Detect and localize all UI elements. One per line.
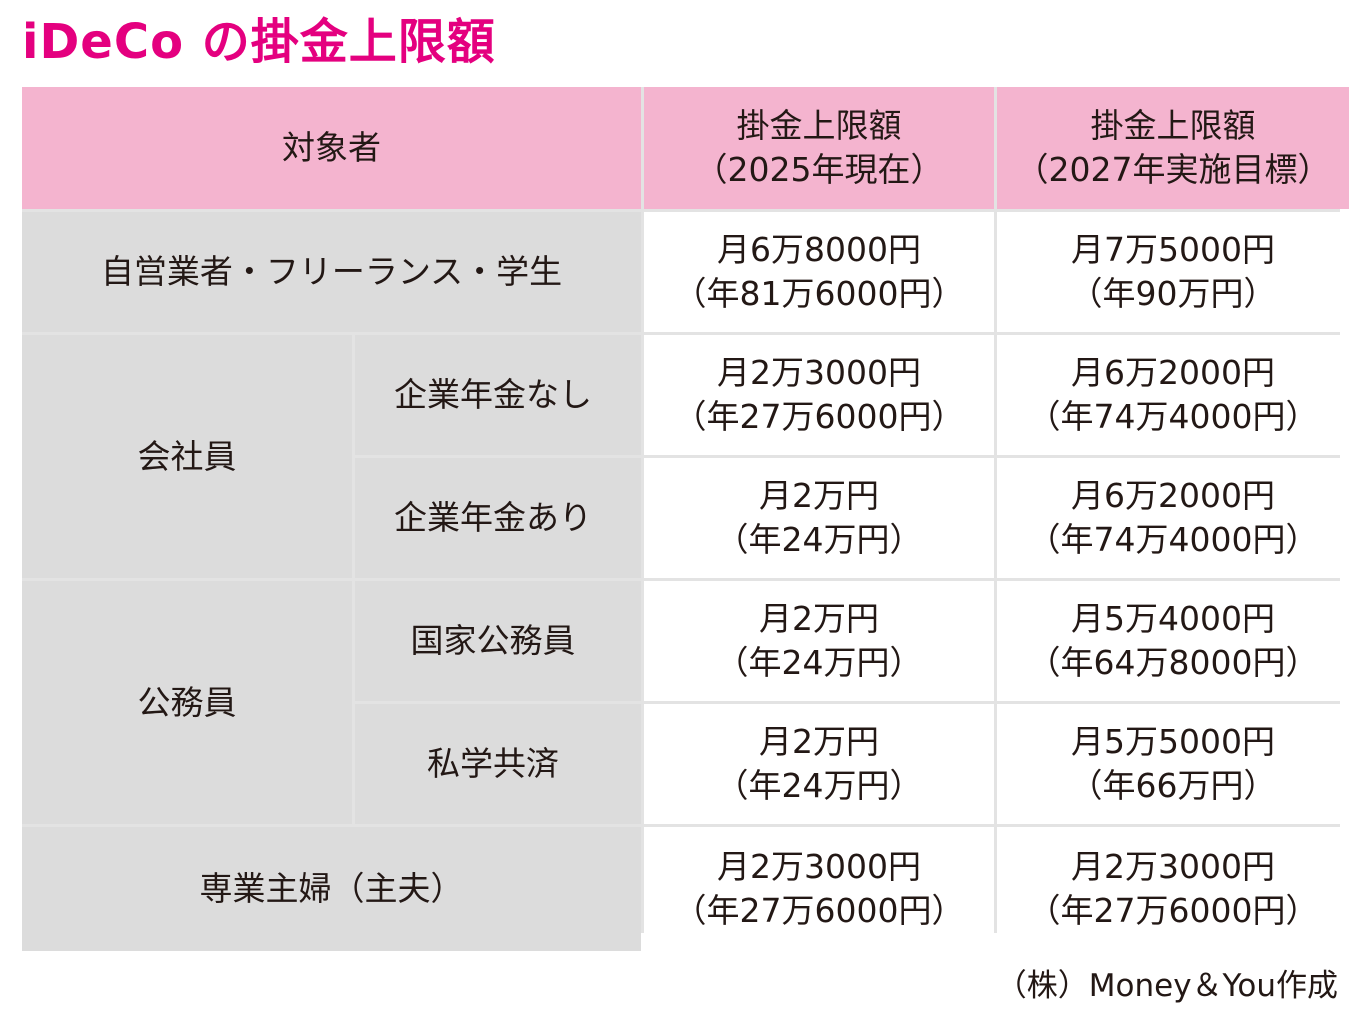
- annual-limit: （年24万円）: [715, 766, 923, 805]
- monthly-limit: 月2万3000円: [717, 847, 921, 886]
- table-cell-2025: 月2万3000円 （年27万6000円）: [644, 827, 994, 951]
- row-label-text: 国家公務員: [410, 621, 576, 660]
- row-label-text: 専業主婦（主夫）: [199, 869, 464, 908]
- monthly-limit: 月6万2000円: [1071, 353, 1275, 392]
- monthly-limit: 月7万5000円: [1071, 230, 1275, 269]
- row-label-text: 私学共済: [427, 744, 559, 783]
- annual-limit: （年24万円）: [715, 643, 923, 682]
- annual-limit: （年74万4000円）: [1027, 520, 1319, 559]
- table-cell-2025: 月6万8000円 （年81万6000円）: [644, 212, 994, 332]
- row-label-text: 企業年金なし: [394, 375, 592, 414]
- monthly-limit: 月6万8000円: [717, 230, 921, 269]
- row-label-self-employed: 自営業者・フリーランス・学生: [22, 212, 641, 332]
- row-label-text: 自営業者・フリーランス・学生: [100, 252, 563, 291]
- row-label-no-corporate-pension: 企業年金なし: [355, 335, 641, 455]
- source-credit: （株）Money＆You作成: [995, 968, 1338, 1004]
- monthly-limit: 月2万円: [759, 476, 879, 515]
- table-cell-2027: 月5万5000円 （年66万円）: [997, 704, 1349, 824]
- monthly-limit: 月2万円: [759, 722, 879, 761]
- header-2027-line1: 掛金上限額: [1090, 106, 1256, 145]
- monthly-limit: 月2万3000円: [1071, 847, 1275, 886]
- group-label-text: 会社員: [137, 436, 237, 476]
- table-cell-2027: 月2万3000円 （年27万6000円）: [997, 827, 1349, 951]
- annual-limit: （年27万6000円）: [1027, 891, 1319, 930]
- annual-limit: （年27万6000円）: [673, 397, 965, 436]
- table-cell-2027: 月7万5000円 （年90万円）: [997, 212, 1349, 332]
- row-label-text: 企業年金あり: [394, 498, 592, 537]
- header-2027: 掛金上限額 （2027年実施目標）: [997, 87, 1349, 209]
- table-cell-2025: 月2万3000円 （年27万6000円）: [644, 335, 994, 455]
- group-label-public-servant: 公務員: [22, 581, 352, 824]
- table-cell-2025: 月2万円 （年24万円）: [644, 458, 994, 578]
- annual-limit: （年81万6000円）: [673, 274, 965, 313]
- header-target: 対象者: [22, 87, 641, 209]
- annual-limit: （年66万円）: [1069, 766, 1277, 805]
- header-target-label: 対象者: [282, 128, 381, 167]
- monthly-limit: 月6万2000円: [1071, 476, 1275, 515]
- annual-limit: （年27万6000円）: [673, 891, 965, 930]
- monthly-limit: 月2万円: [759, 599, 879, 638]
- row-label-national-public-servant: 国家公務員: [355, 581, 641, 701]
- table-cell-2027: 月5万4000円 （年64万8000円）: [997, 581, 1349, 701]
- monthly-limit: 月2万3000円: [717, 353, 921, 392]
- table-cell-2025: 月2万円 （年24万円）: [644, 704, 994, 824]
- row-label-private-school-mutual-aid: 私学共済: [355, 704, 641, 824]
- contribution-limit-table: 対象者 掛金上限額 （2025年現在） 掛金上限額 （2027年実施目標） 自営…: [22, 87, 1349, 951]
- row-label-with-corporate-pension: 企業年金あり: [355, 458, 641, 578]
- page-title: iDeCo の掛金上限額: [22, 14, 496, 70]
- annual-limit: （年24万円）: [715, 520, 923, 559]
- table-cell-2025: 月2万円 （年24万円）: [644, 581, 994, 701]
- header-2025-line1: 掛金上限額: [736, 106, 902, 145]
- group-label-text: 公務員: [137, 682, 237, 722]
- row-label-homemaker: 専業主婦（主夫）: [22, 827, 641, 951]
- group-label-company-employee: 会社員: [22, 335, 352, 578]
- annual-limit: （年74万4000円）: [1027, 397, 1319, 436]
- annual-limit: （年64万8000円）: [1027, 643, 1319, 682]
- monthly-limit: 月5万4000円: [1071, 599, 1275, 638]
- table-cell-2027: 月6万2000円 （年74万4000円）: [997, 458, 1349, 578]
- header-2027-line2: （2027年実施目標）: [1015, 150, 1331, 189]
- table-cell-2027: 月6万2000円 （年74万4000円）: [997, 335, 1349, 455]
- header-2025: 掛金上限額 （2025年現在）: [644, 87, 994, 209]
- annual-limit: （年90万円）: [1069, 274, 1277, 313]
- monthly-limit: 月5万5000円: [1071, 722, 1275, 761]
- header-2025-line2: （2025年現在）: [694, 150, 944, 189]
